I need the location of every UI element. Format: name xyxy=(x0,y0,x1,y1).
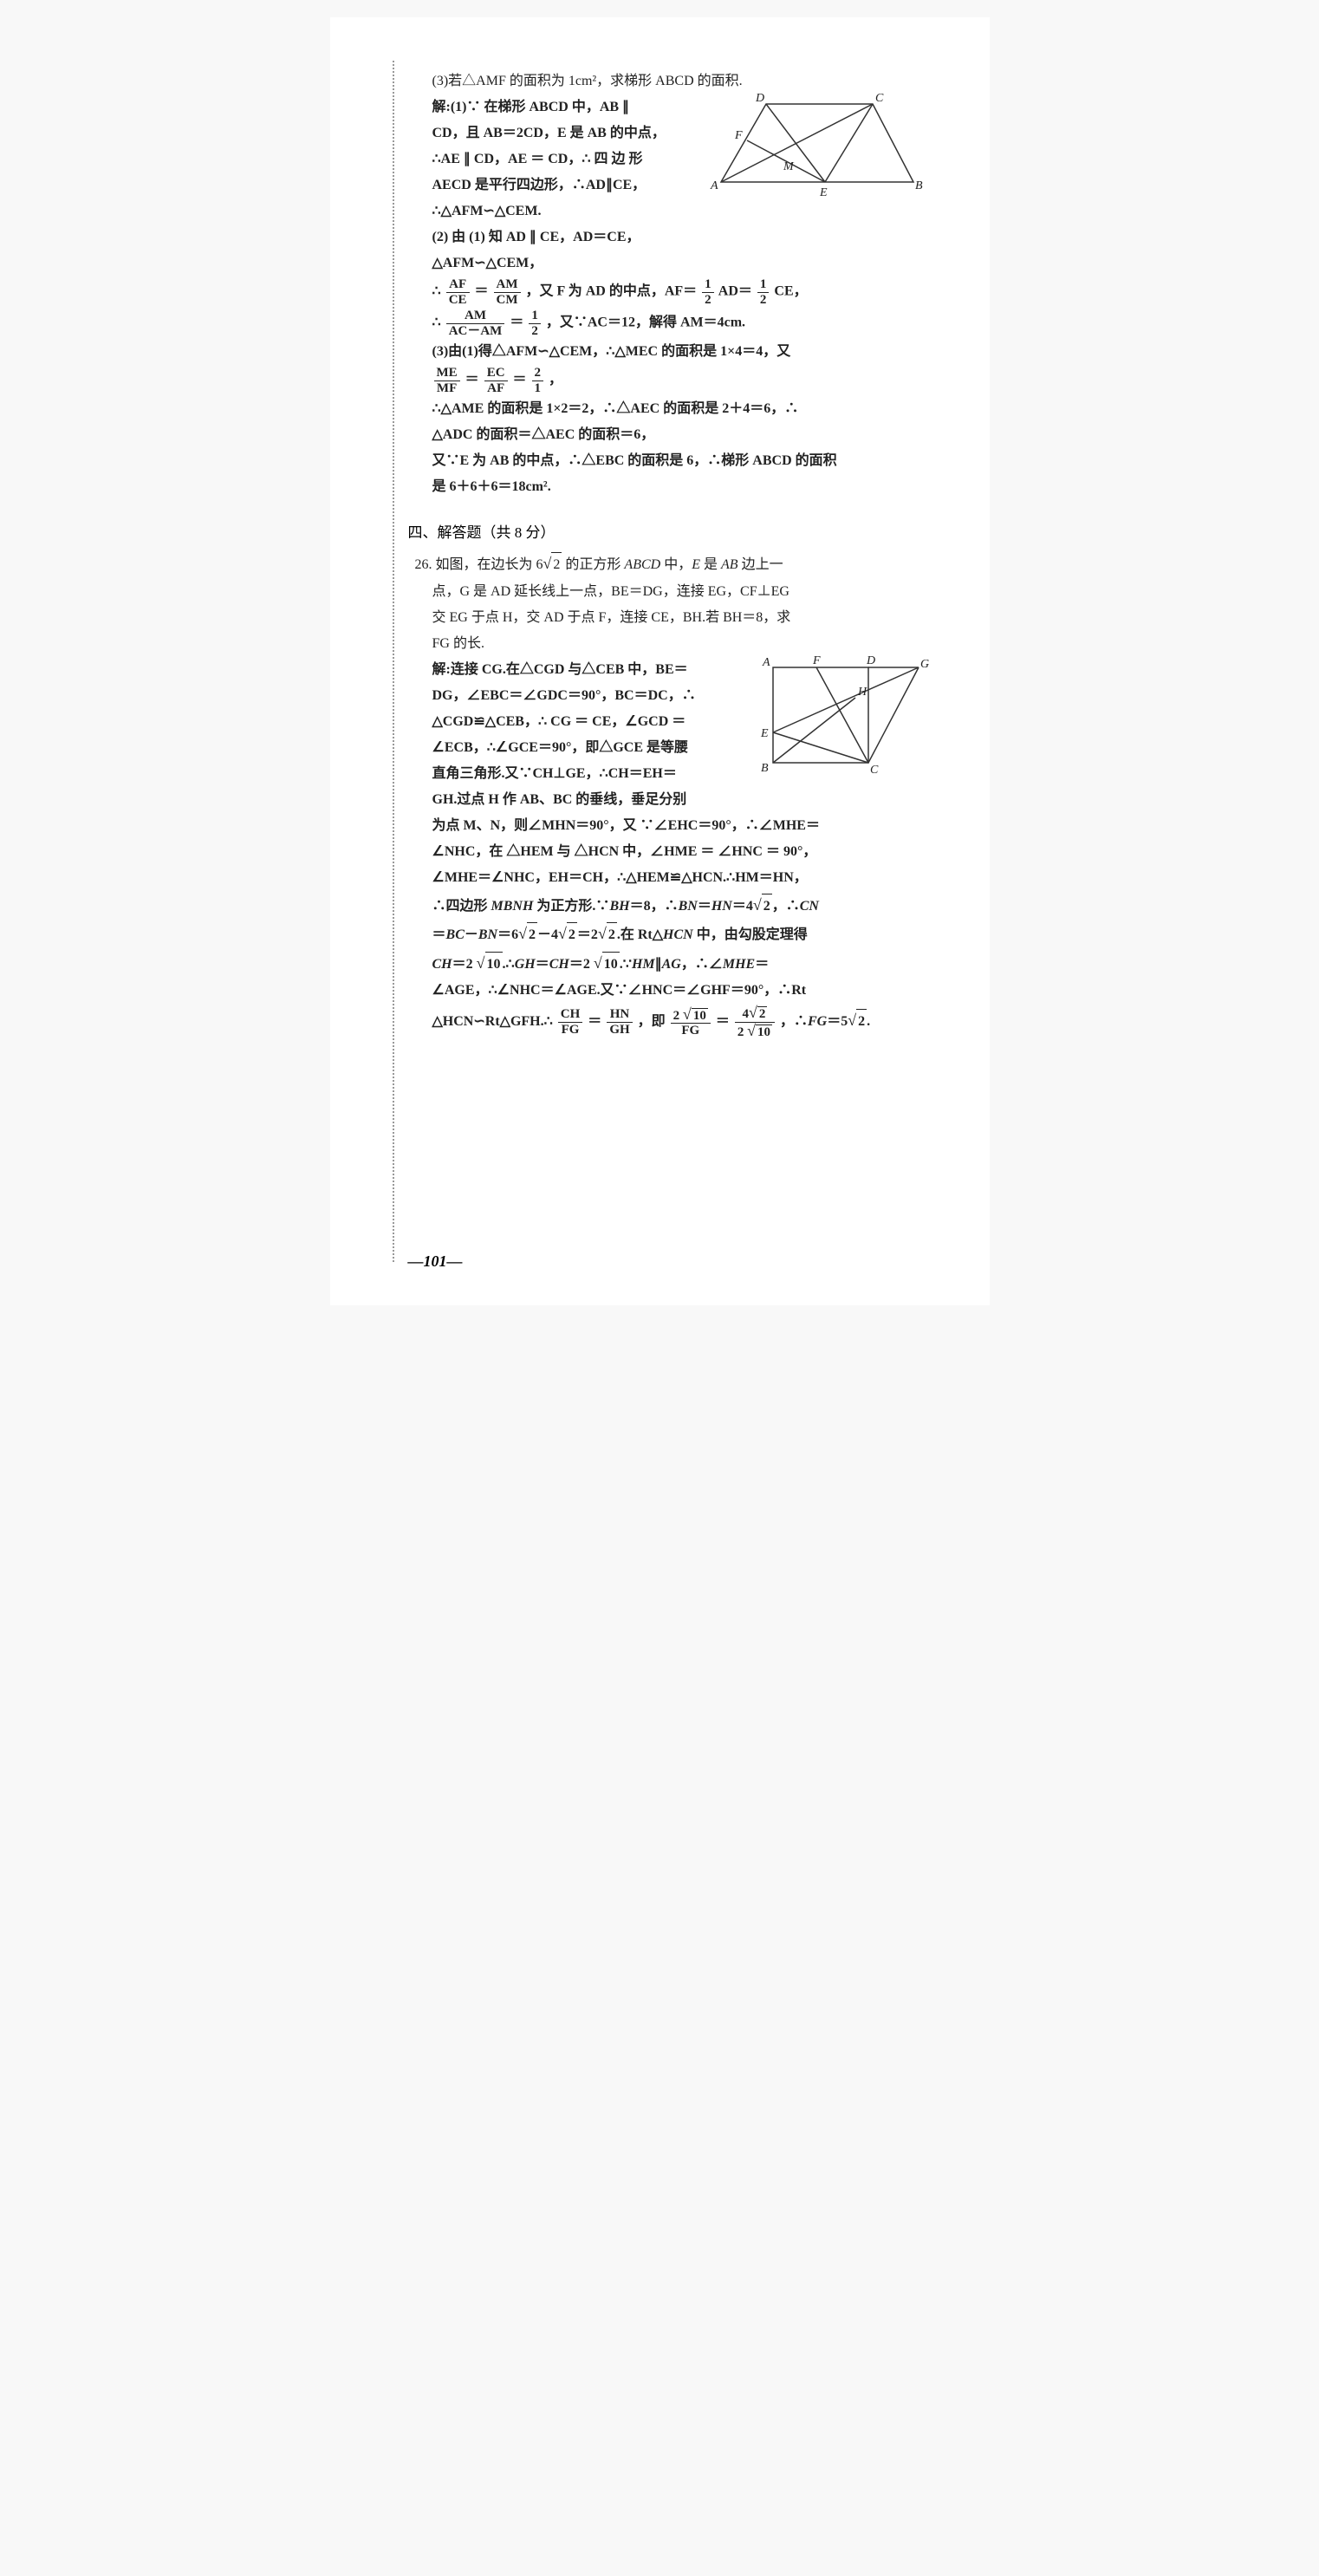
txt: △HCN∽Rt△GFH.∴ xyxy=(432,1014,553,1029)
lbl-C2: C xyxy=(870,764,879,777)
eq: ＝ xyxy=(513,373,527,387)
p25-s2-l1: (2) 由 (1) 知 AD ∥ CE，AD＝CE， xyxy=(408,225,929,250)
p25-s1-l5: ∴△AFM∽△CEM. xyxy=(408,199,929,224)
p26-s-l6: GH.过点 H 作 AB、BC 的垂线，垂足分别 xyxy=(408,788,929,812)
p25-s3-l1: (3)由(1)得△AFM∽△CEM，∴△MEC 的面积是 1×4＝4，又 xyxy=(408,340,929,364)
p26-s-l8: ∠NHC，在 △HEM 与 △HCN 中，∠HME ＝ ∠HNC ＝ 90°， xyxy=(408,840,929,864)
square-svg: A F D G H E B C xyxy=(756,650,929,789)
p26-s-l9: ∠MHE＝∠NHC，EH＝CH，∴△HEM≌△HCN.∴HM＝HN， xyxy=(408,866,929,890)
p26-q-l2: 点，G 是 AD 延长线上一点，BE＝DG，连接 EG，CF⊥EG xyxy=(408,580,929,604)
frac-CH-FG: CH FG xyxy=(558,1007,583,1037)
frac-half-3: 1 2 xyxy=(529,309,541,338)
frac-AF-CE: AF CE xyxy=(446,277,470,307)
lbl-M: M xyxy=(783,160,795,173)
p25-s2-frac1: ∴ AF CE ＝ AM CM ，又 F 为 AD 的中点，AF＝ 1 2 AD… xyxy=(408,277,929,307)
section-4-title: 四、解答题（共 8 分） xyxy=(408,520,929,542)
comma: ， xyxy=(549,373,562,387)
p25-s3-frac: ME MF ＝ EC AF ＝ 2 1 ， xyxy=(408,366,929,395)
txt: ∴ xyxy=(432,315,441,330)
eq: ＝ xyxy=(475,284,489,299)
p26-q-l1: 26. 如图，在边长为 6√2 的正方形 ABCD 中，E 是 AB 边上一 xyxy=(408,550,929,578)
p25-s2-frac2: ∴ AM AC－AM ＝ 1 2 ，又∵AC＝12，解得 AM＝4cm. xyxy=(408,309,929,338)
lbl-H2: H xyxy=(857,686,867,699)
p26-s-l10: ∴四边形 MBNH 为正方形.∵BH＝8，∴BN＝HN＝4√2，∴CN xyxy=(408,892,929,920)
lbl-F2: F xyxy=(812,654,821,667)
p25-s3-l5: 是 6＋6＋6＝18cm². xyxy=(408,475,929,499)
p26-q-l3: 交 EG 于点 H，交 AD 于点 F，连接 CE，BH.若 BH＝8，求 xyxy=(408,606,929,630)
frac-HN-GH: HN GH xyxy=(607,1007,632,1037)
left-dotted-rule xyxy=(393,61,394,1262)
txt: ∴ xyxy=(432,284,441,299)
page: A B C D E F M (3)若△AMF 的面积为 1cm²，求梯形 ABC… xyxy=(330,17,990,1305)
problem-26-block: 26. 如图，在边长为 6√2 的正方形 ABCD 中，E 是 AB 边上一 点… xyxy=(408,550,929,1040)
p26-s-l11: ＝BC－BN＝6√2－4√2＝2√2.在 Rt△HCN 中，由勾股定理得 xyxy=(408,920,929,948)
txt: AD＝ xyxy=(718,284,752,299)
lbl-A2: A xyxy=(762,656,770,669)
p26-s-final: △HCN∽Rt△GFH.∴ CH FG ＝ HN GH ，即 2 √10 FG … xyxy=(408,1005,929,1040)
frac-EC-AF: EC AF xyxy=(484,366,508,395)
lbl-B2: B xyxy=(761,762,769,775)
lbl-E2: E xyxy=(760,727,769,740)
prob-num-26: 26. xyxy=(408,553,432,577)
lbl-D2: D xyxy=(866,654,875,667)
problem-25-block: A B C D E F M (3)若△AMF 的面积为 1cm²，求梯形 ABC… xyxy=(408,69,929,499)
lbl-D: D xyxy=(755,92,764,105)
txt: ，又∵AC＝12，解得 AM＝4cm. xyxy=(546,315,745,330)
trapezoid-svg: A B C D E F M xyxy=(704,88,929,201)
lbl-B: B xyxy=(915,179,923,192)
frac-AM-ACAM: AM AC－AM xyxy=(446,309,505,338)
p26-s-l7: 为点 M、N，则∠MHN＝90°，又 ∵∠EHC＝90°，∴∠MHE＝ xyxy=(408,814,929,838)
frac-4r2-2r10: 4√2 2 √10 xyxy=(735,1005,775,1040)
p26-s-l13: ∠AGE，∴∠NHC＝∠AGE.又∵∠HNC＝∠GHF＝90°，∴Rt xyxy=(408,979,929,1003)
p25-s3-l2: ∴△AME 的面积是 1×2＝2，∴△AEC 的面积是 2＋4＝6，∴ xyxy=(408,397,929,421)
figure-trapezoid: A B C D E F M xyxy=(704,88,929,201)
page-number: —101— xyxy=(408,1252,463,1271)
eq: ＝ xyxy=(465,373,479,387)
lbl-E: E xyxy=(819,186,828,199)
frac-half-1: 1 2 xyxy=(702,277,714,307)
lbl-A: A xyxy=(710,179,718,192)
frac-2-1: 2 1 xyxy=(532,366,544,395)
txt: ，∴FG＝5√2. xyxy=(780,1014,870,1029)
eq: ＝ xyxy=(716,1014,730,1029)
txt: CE， xyxy=(774,284,807,299)
frac-AM-CM: AM CM xyxy=(494,277,521,307)
frac-half-2: 1 2 xyxy=(757,277,770,307)
p26-s-l12: CH＝2 √10.∴GH＝CH＝2 √10.∵HM∥AG，∴∠MHE＝ xyxy=(408,950,929,978)
txt: ，即 xyxy=(638,1014,666,1029)
eq: ＝ xyxy=(588,1014,601,1029)
p26-q-l1-text: 如图，在边长为 6√2 的正方形 ABCD 中，E 是 AB 边上一 xyxy=(436,557,783,572)
p25-s3-l3: △ADC 的面积＝△AEC 的面积＝6， xyxy=(408,423,929,447)
eq: ＝ xyxy=(510,315,523,330)
frac-2r10-FG: 2 √10 FG xyxy=(671,1006,711,1038)
p25-s3-l4: 又∵E 为 AB 的中点，∴△EBC 的面积是 6，∴梯形 ABCD 的面积 xyxy=(408,449,929,473)
frac-ME-MF: ME MF xyxy=(434,366,460,395)
p25-s2-l2: △AFM∽△CEM， xyxy=(408,251,929,276)
lbl-C: C xyxy=(875,92,884,105)
lbl-F: F xyxy=(734,129,743,142)
figure-square: A F D G H E B C xyxy=(756,650,929,789)
txt: ，又 F 为 AD 的中点，AF＝ xyxy=(526,284,698,299)
lbl-G2: G xyxy=(920,658,929,671)
